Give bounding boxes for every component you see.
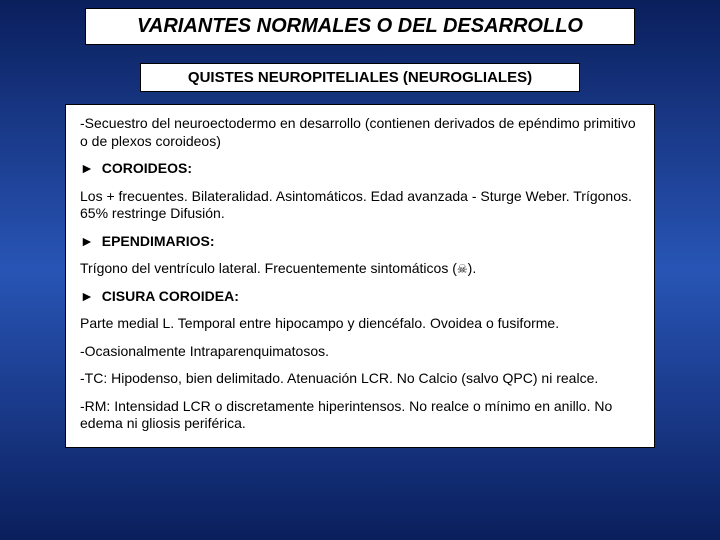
- section-heading-text: EPENDIMARIOS:: [102, 233, 215, 249]
- body-post: ).: [468, 260, 477, 276]
- extra-paragraph: -TC: Hipodenso, bien delimitado. Atenuac…: [80, 370, 640, 388]
- slide-subtitle: QUISTES NEUROPITELIALES (NEUROGLIALES): [151, 69, 569, 86]
- title-box: VARIANTES NORMALES O DEL DESARROLLO: [85, 8, 635, 45]
- intro-paragraph: -Secuestro del neuroectodermo en desarro…: [80, 115, 640, 150]
- body-pre: Trígono del ventrículo lateral. Frecuent…: [80, 260, 457, 276]
- section-body-cisura: Parte medial L. Temporal entre hipocampo…: [80, 315, 640, 333]
- arrow-icon: ►: [80, 288, 94, 306]
- section-body-ependimarios: Trígono del ventrículo lateral. Frecuent…: [80, 260, 640, 278]
- arrow-icon: ►: [80, 233, 94, 251]
- section-heading-ependimarios: ► EPENDIMARIOS:: [80, 233, 640, 251]
- section-heading-text: COROIDEOS:: [102, 160, 192, 176]
- section-heading-cisura: ► CISURA COROIDEA:: [80, 288, 640, 306]
- extra-paragraph: -RM: Intensidad LCR o discretamente hipe…: [80, 398, 640, 433]
- section-body-coroideos: Los + frecuentes. Bilateralidad. Asintom…: [80, 188, 640, 223]
- extra-paragraph: -Ocasionalmente Intraparenquimatosos.: [80, 343, 640, 361]
- slide-title: VARIANTES NORMALES O DEL DESARROLLO: [96, 15, 624, 38]
- slide-container: VARIANTES NORMALES O DEL DESARROLLO QUIS…: [0, 0, 720, 540]
- section-heading-coroideos: ► COROIDEOS:: [80, 160, 640, 178]
- subtitle-box: QUISTES NEUROPITELIALES (NEUROGLIALES): [140, 63, 580, 92]
- section-heading-text: CISURA COROIDEA:: [102, 288, 239, 304]
- content-box: -Secuestro del neuroectodermo en desarro…: [65, 104, 655, 448]
- arrow-icon: ►: [80, 160, 94, 178]
- skull-icon: ☠: [457, 262, 468, 277]
